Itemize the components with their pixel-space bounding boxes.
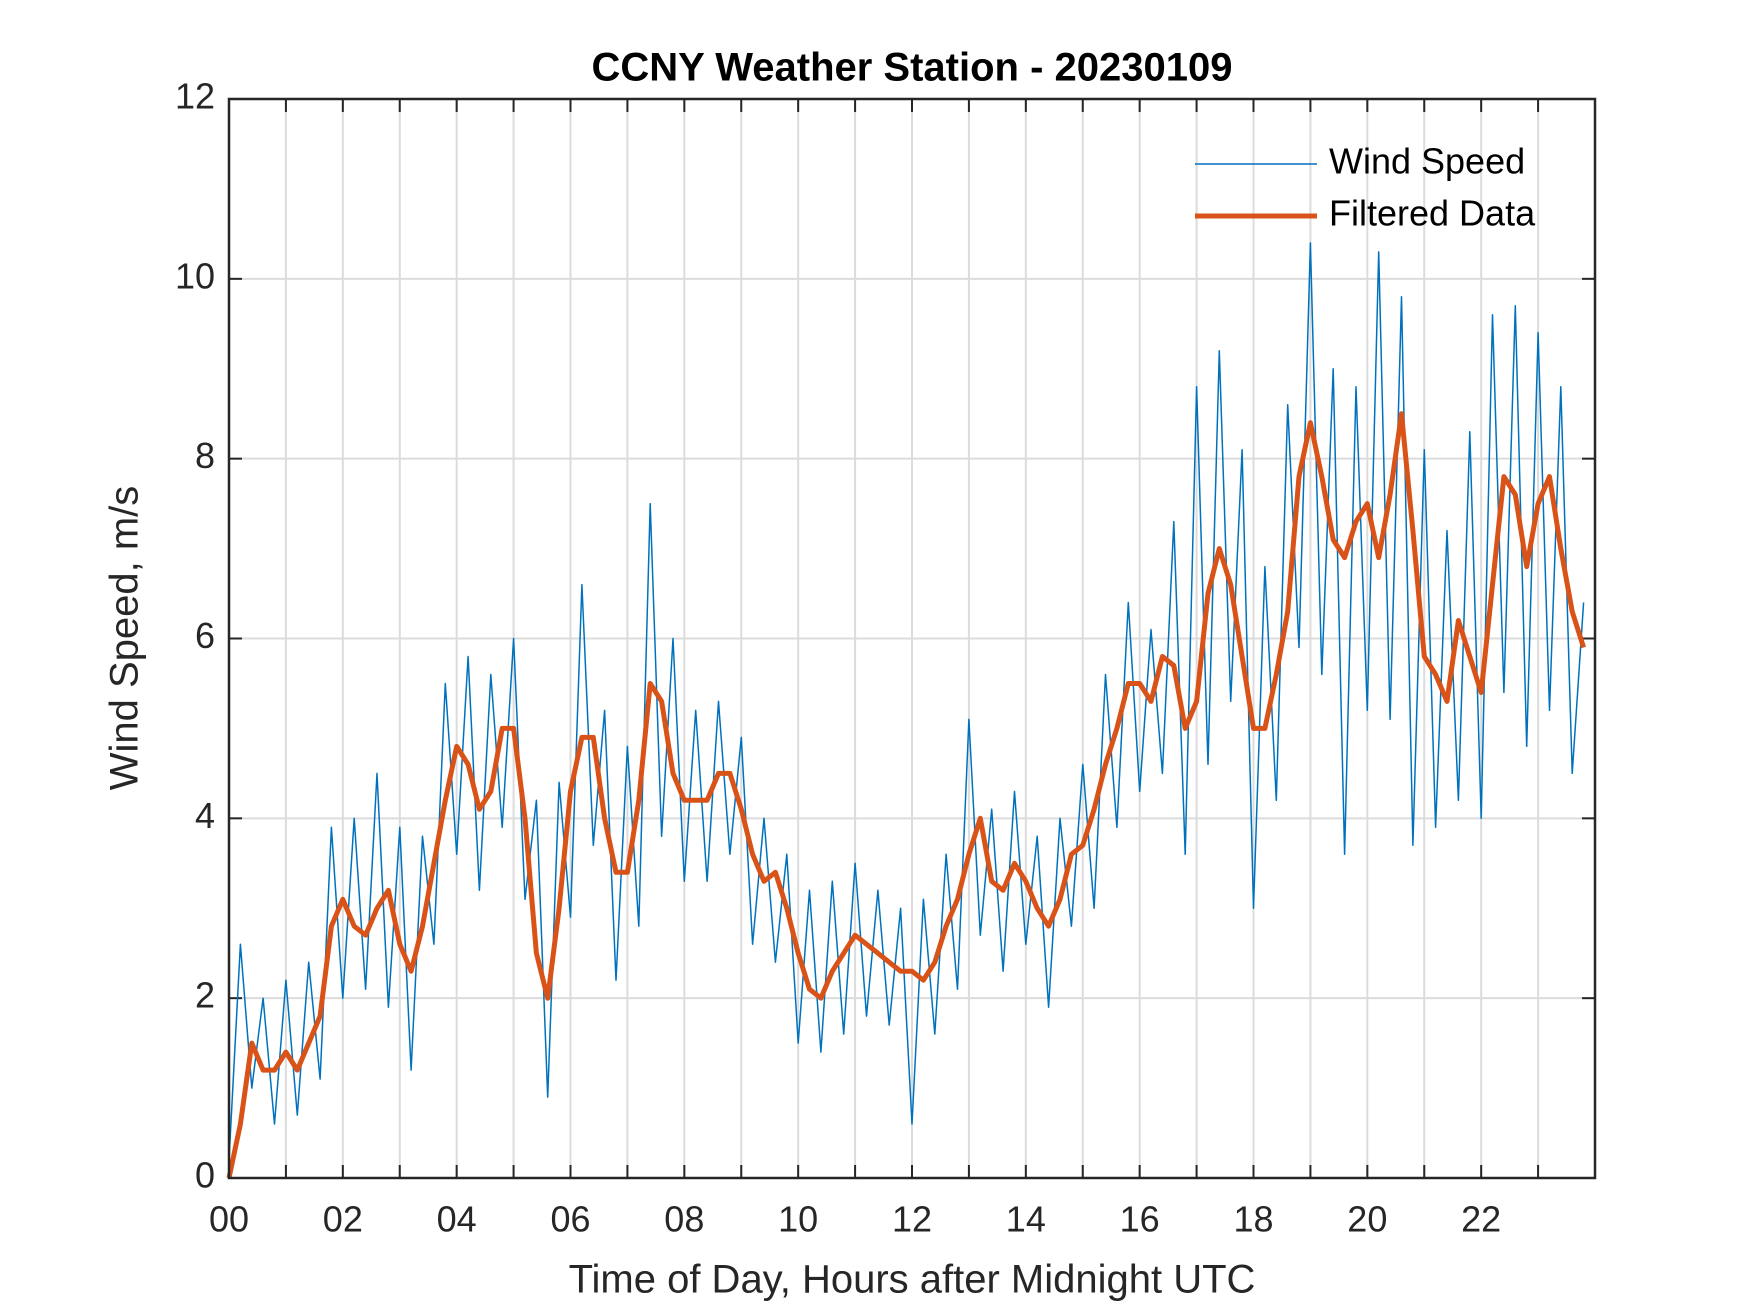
x-tick-label: 20 [1347,1199,1387,1240]
x-axis-label: Time of Day, Hours after Midnight UTC [569,1258,1256,1302]
x-tick-label: 02 [323,1199,363,1240]
y-tick-label: 10 [175,255,215,296]
axes-box [227,97,1597,1180]
x-tick-label: 22 [1461,1199,1501,1240]
x-tick-label: 00 [209,1199,249,1240]
x-tick-label: 16 [1120,1199,1160,1240]
legend-label: Filtered Data [1329,193,1536,234]
y-tick-label: 12 [175,76,215,117]
x-tick-label: 12 [892,1199,932,1240]
x-tick-label: 14 [1006,1199,1046,1240]
x-tick-label: 08 [664,1199,704,1240]
y-tick-label: 8 [195,435,215,476]
y-tick-label: 4 [195,795,215,836]
legend-label: Wind Speed [1329,141,1525,182]
y-tick-label: 6 [195,615,215,656]
data-line [228,242,1585,1161]
y-tick-label: 0 [195,1155,215,1196]
chart-title: CCNY Weather Station - 20230109 [592,46,1233,90]
x-tick-label: 18 [1233,1199,1273,1240]
x-tick-label: 10 [778,1199,818,1240]
y-tick-label: 2 [195,975,215,1016]
y-axis-label: Wind Speed, m/s [103,486,147,791]
x-tick-label: 06 [550,1199,590,1240]
data-line [226,411,1586,1179]
x-tick-label: 04 [437,1199,477,1240]
